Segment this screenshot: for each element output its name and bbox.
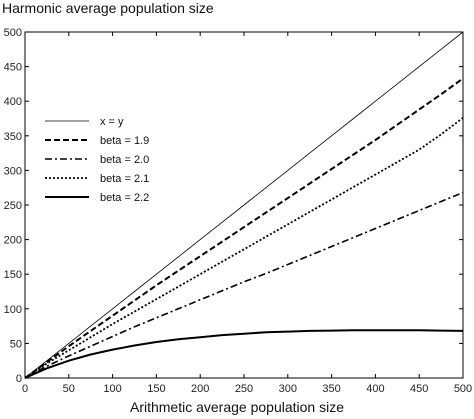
x-tick-label: 50 (63, 383, 75, 395)
y-tick-label: 250 (4, 200, 22, 212)
series-line-beta-1-9 (24, 77, 464, 379)
y-tick-label: 300 (4, 165, 22, 177)
x-axis-label: Arithmetic average population size (129, 399, 344, 415)
x-tick-label: 0 (22, 383, 28, 395)
x-tick-label: 350 (322, 383, 340, 395)
line-chart: 0 50 100 150 200 250 300 350 400 450 500 0 50 100 150 2… (4, 27, 473, 395)
y-tick-label: 150 (4, 269, 22, 281)
y-tick-label: 100 (4, 304, 22, 316)
x-tick-label: 500 (454, 383, 472, 395)
x-tick-label: 400 (366, 383, 384, 395)
x-tick-label: 150 (147, 383, 165, 395)
series-line-beta-2-0 (24, 191, 464, 379)
x-tick-label: 100 (103, 383, 121, 395)
y-tick-label: 0 (16, 373, 22, 385)
legend-label: beta = 2.2 (100, 192, 149, 204)
x-tick-label: 200 (191, 383, 209, 395)
y-tick-label: 500 (4, 27, 22, 39)
legend-label: beta = 1.9 (100, 135, 149, 147)
legend-label: beta = 2.0 (100, 154, 149, 166)
y-tick-label: 200 (4, 235, 22, 247)
y-axis-label: Harmonic average population size (2, 0, 214, 16)
x-tick-label: 300 (279, 383, 297, 395)
series-line-beta-2-1 (24, 117, 464, 379)
x-tick-label: 450 (410, 383, 428, 395)
series-line-x-y (24, 31, 464, 379)
legend-label: x = y (100, 116, 124, 128)
y-tick-label: 400 (4, 96, 22, 108)
legend-label: beta = 2.1 (100, 173, 149, 185)
y-tick-label: 50 (10, 338, 22, 350)
y-tick-label: 450 (4, 62, 22, 74)
y-tick-label: 350 (4, 131, 22, 143)
series-line-beta-2-2 (24, 329, 464, 379)
x-tick-label: 250 (235, 383, 253, 395)
